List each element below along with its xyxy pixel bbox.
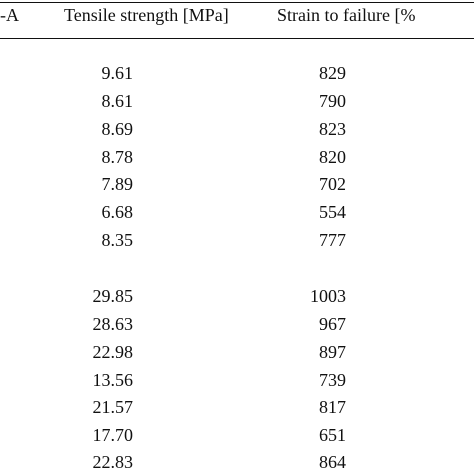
- strain-cell: 554: [319, 202, 346, 222]
- header-tensile-strength: Tensile strength [MPa]: [64, 5, 229, 25]
- strain-cell: 739: [319, 370, 346, 390]
- strain-cell: 829: [319, 63, 346, 83]
- tensile-cell: 22.83: [92, 452, 134, 472]
- tensile-cell: 8.69: [101, 119, 134, 139]
- tensile-cell: 28.63: [92, 314, 134, 334]
- strain-cell: 777: [319, 230, 346, 250]
- strain-cell: 817: [319, 397, 346, 417]
- strain-cell: 967: [319, 314, 346, 334]
- tensile-cell: 22.98: [92, 342, 134, 362]
- top-rule: [0, 2, 474, 3]
- header-rule: [0, 38, 474, 39]
- header-strain-to-failure: Strain to failure [%: [277, 5, 416, 25]
- tensile-cell: 29.85: [92, 286, 134, 306]
- tensile-cell: 6.68: [101, 202, 134, 222]
- strain-cell: 1003: [310, 286, 346, 306]
- strain-cell: 823: [319, 119, 346, 139]
- strain-cell: 702: [319, 174, 346, 194]
- strain-cell: 820: [319, 147, 346, 167]
- tensile-cell: 9.61: [101, 63, 134, 83]
- tensile-cell: 17.70: [92, 425, 134, 445]
- header-first-column: -A: [0, 5, 19, 25]
- strain-cell: 651: [319, 425, 346, 445]
- strain-cell: 790: [319, 91, 346, 111]
- strain-cell: 897: [319, 342, 346, 362]
- tensile-cell: 7.89: [101, 174, 134, 194]
- tensile-cell: 8.35: [101, 230, 134, 250]
- tensile-cell: 13.56: [92, 370, 134, 390]
- strain-cell: 864: [319, 452, 346, 472]
- tensile-cell: 8.61: [101, 91, 134, 111]
- tensile-cell: 8.78: [101, 147, 134, 167]
- tensile-cell: 21.57: [92, 397, 134, 417]
